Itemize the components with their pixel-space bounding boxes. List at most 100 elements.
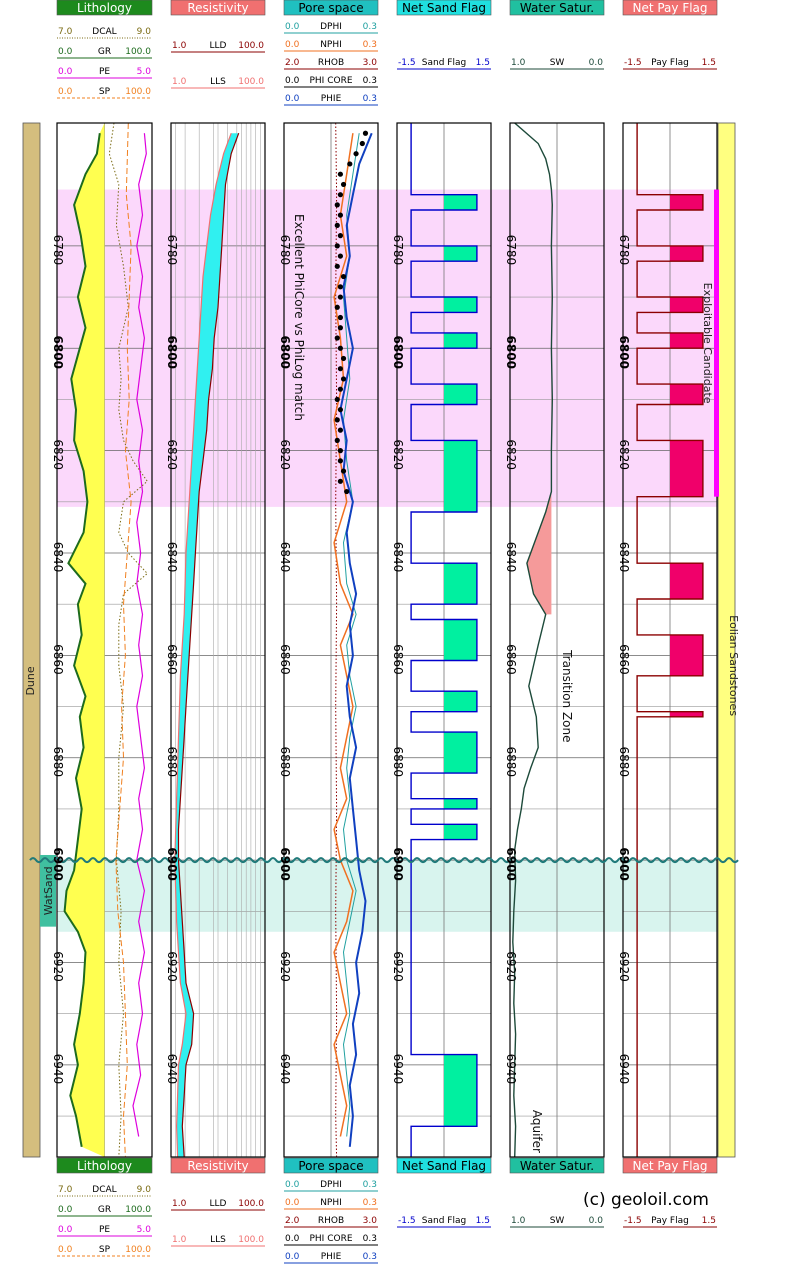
track-header-box <box>509 1157 605 1174</box>
phi-core-point <box>337 325 343 331</box>
phi-core-point <box>337 212 343 218</box>
track-header-box <box>56 0 153 16</box>
depth-label: 6900 <box>51 847 65 880</box>
scale-right: 1.5 <box>702 1216 716 1226</box>
track-header-box <box>170 1157 266 1174</box>
track-header-title: Net Pay Flag <box>632 1159 707 1173</box>
phi-core-point <box>334 417 340 423</box>
sw-curve <box>512 122 554 1158</box>
scale-left: 1.0 <box>511 58 526 68</box>
scale-label: NPHI <box>320 40 342 50</box>
phi-core-point <box>334 437 340 443</box>
depth-label: 6840 <box>617 542 631 573</box>
track-header-title: Water Satur. <box>520 1 594 15</box>
scale-left: 7.0 <box>58 1185 73 1195</box>
scale-right: 100.0 <box>125 1205 151 1215</box>
phi-core-point <box>337 448 343 454</box>
depth-label: 6940 <box>278 1054 292 1085</box>
sand-flag-curve <box>410 123 478 1157</box>
phi-core-point <box>337 345 343 351</box>
phi-core-point <box>337 171 343 177</box>
scale-label: PHIE <box>321 1252 342 1262</box>
depth-label: 6780 <box>391 235 405 266</box>
depth-label: 6900 <box>617 847 631 880</box>
track-header-box <box>283 0 379 16</box>
track-header-title: Pore space <box>298 1 363 15</box>
depth-label: 6920 <box>165 951 179 982</box>
sand-flag-fill <box>444 297 477 313</box>
depth-label: 6880 <box>504 746 518 777</box>
annotation-aquifer: Aquifer <box>530 1110 544 1153</box>
depth-label: 6940 <box>51 1054 65 1085</box>
shaded-interval-1 <box>57 860 717 932</box>
scale-label: LLS <box>210 77 226 87</box>
gr-sand-fill <box>64 123 105 1157</box>
phi-core-point <box>337 478 343 484</box>
depth-label: 6940 <box>617 1054 631 1085</box>
track-header-title: Resistivity <box>187 1159 248 1173</box>
pay-flag-fill <box>670 245 703 262</box>
depth-label: 6860 <box>165 644 179 675</box>
pay-flag-curve <box>636 123 704 1157</box>
scale-right: 0.3 <box>363 1180 377 1190</box>
depth-label: 6880 <box>617 746 631 777</box>
phi-core-point <box>334 263 340 269</box>
phi-core-point <box>337 366 343 372</box>
scale-left: 0.0 <box>58 1205 73 1215</box>
scale-left: 1.0 <box>172 77 187 87</box>
track-header-title: Lithology <box>77 1159 132 1173</box>
scale-left: 0.0 <box>58 1245 73 1255</box>
track-border <box>56 122 153 1158</box>
scale-right: 100.0 <box>125 1245 151 1255</box>
track-header-title: Water Satur. <box>520 1159 594 1173</box>
scale-right: 0.0 <box>589 1216 604 1226</box>
scale-right: 0.0 <box>589 58 604 68</box>
scale-right: 5.0 <box>137 1225 152 1235</box>
sand-flag-fill <box>444 1054 477 1127</box>
rhob-curve <box>335 122 338 1158</box>
phi-core-point <box>334 396 340 403</box>
phi-core-point <box>334 335 340 341</box>
track-header-title: Pore space <box>298 1159 363 1173</box>
pe-curve <box>132 133 147 1137</box>
scale-label: LLD <box>210 41 227 51</box>
depth-label: 6900 <box>278 847 292 880</box>
depth-label: 6800 <box>391 336 405 369</box>
scale-label: LLD <box>210 1199 227 1209</box>
depth-label: 6820 <box>504 439 518 470</box>
scale-right: 3.0 <box>363 1216 378 1226</box>
depth-label: 6900 <box>391 847 405 880</box>
phi-core-point <box>340 468 347 474</box>
watsand-zone <box>40 854 56 927</box>
depth-label: 6920 <box>391 951 405 982</box>
pay-flag-fill <box>670 711 703 717</box>
scale-label: SW <box>550 58 565 68</box>
scale-label: GR <box>98 47 111 57</box>
pay-flag-fill <box>670 440 703 497</box>
scale-label: GR <box>98 1205 111 1215</box>
track-border <box>622 122 718 1158</box>
depth-label: 6780 <box>165 235 179 266</box>
track-header-box <box>622 0 718 16</box>
phi-core-point <box>337 314 343 321</box>
eolian-zone <box>717 122 736 1158</box>
exploitable-label: Exploitable Candidate <box>701 283 714 404</box>
track-header-title: Net Sand Flag <box>402 1 486 15</box>
scale-right: 1.5 <box>476 58 490 68</box>
depth-label: 6860 <box>617 644 631 675</box>
track-header-box <box>396 0 492 16</box>
pay-flag-fill <box>670 297 703 313</box>
scale-right: 9.0 <box>137 27 152 37</box>
phi-core-point <box>337 192 343 198</box>
scale-left: 1.0 <box>511 1216 526 1226</box>
depth-label: 6940 <box>391 1054 405 1085</box>
sand-flag-fill <box>444 440 477 512</box>
scale-left: -1.5 <box>398 1216 416 1226</box>
scale-label: PHIE <box>321 94 342 104</box>
track-header-title: Net Sand Flag <box>402 1159 486 1173</box>
copyright-text: (c) geoloil.com <box>583 1190 709 1210</box>
scale-right: 100.0 <box>238 41 264 51</box>
scale-label: SW <box>550 1216 565 1226</box>
sand-flag-fill <box>444 245 477 262</box>
scale-left: 0.0 <box>285 94 300 104</box>
